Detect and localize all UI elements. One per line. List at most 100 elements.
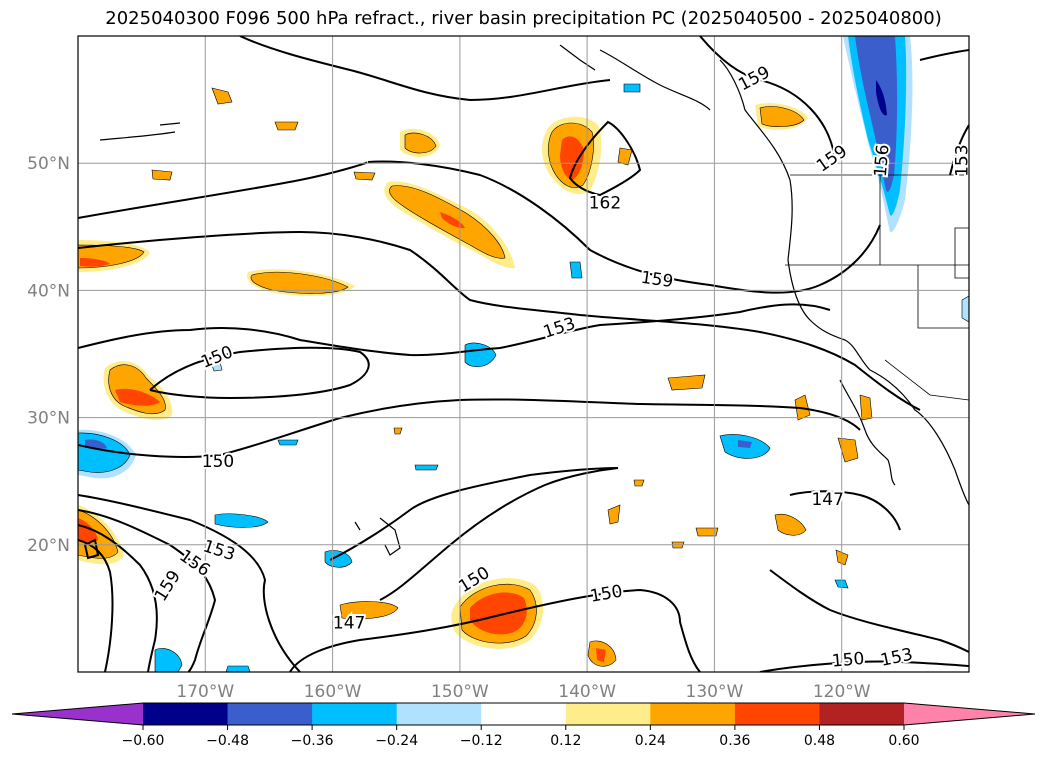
contour-line <box>78 230 921 411</box>
contour-line <box>949 124 969 176</box>
anomaly-blob <box>324 550 353 568</box>
anomaly-blob <box>633 479 645 487</box>
contour-label: 159 <box>813 141 851 176</box>
contour-line <box>78 524 158 672</box>
anomaly-blob <box>211 361 223 372</box>
colorbar-segment <box>396 703 482 725</box>
lon-label: 130°W <box>686 682 744 702</box>
colorbar: −0.60 −0.48 −0.36 −0.24 −0.12 0.12 0.24 0.36 0.4… <box>11 702 1036 749</box>
coastline <box>354 521 361 531</box>
coastline <box>719 59 969 506</box>
lat-label: 30°N <box>27 409 70 429</box>
coastline <box>559 44 596 71</box>
anomaly-blob <box>667 374 706 391</box>
anomaly-blob <box>774 513 807 536</box>
lon-label: 120°W <box>813 682 871 702</box>
contour-line <box>78 303 831 357</box>
anomaly-blob <box>353 171 376 181</box>
anomaly-blob <box>393 427 403 435</box>
contour-label: 153 <box>879 645 915 671</box>
coastline <box>159 122 181 126</box>
lon-label: 160°W <box>304 682 362 702</box>
lon-label: 140°W <box>558 682 616 702</box>
positive-anomaly-shading <box>78 87 873 667</box>
colorbar-extend-min <box>12 703 143 725</box>
anomaly-blob <box>837 437 859 463</box>
anomaly-blob <box>154 648 183 672</box>
coastline <box>379 517 401 556</box>
anomaly-blob <box>560 136 584 180</box>
contour-label: 150 <box>202 452 234 472</box>
contour-label: 159 <box>640 268 675 292</box>
coastline <box>599 49 711 111</box>
contour-line <box>78 539 114 672</box>
contour-line <box>78 509 217 672</box>
colorbar-tick-label: −0.12 <box>460 733 503 749</box>
contour-label: 153 <box>541 314 578 343</box>
anomaly-blob <box>695 527 719 537</box>
anomaly-blob <box>211 87 233 105</box>
country-borders <box>785 174 969 401</box>
contour-line <box>78 160 881 294</box>
anomaly-blob <box>440 212 465 229</box>
border-line <box>954 227 969 279</box>
anomaly-blob <box>214 513 269 528</box>
colorbar-segment <box>734 703 820 725</box>
colorbar-segment <box>481 703 567 725</box>
anomaly-blob <box>225 665 251 672</box>
anomaly-blob <box>274 121 299 131</box>
lat-label: 20°N <box>27 536 70 556</box>
colorbar-tick-label: −0.36 <box>291 733 334 749</box>
anomaly-blob <box>623 83 641 93</box>
contour-label: 147 <box>811 490 843 510</box>
contour-label: 150 <box>589 581 624 606</box>
border-line <box>884 359 969 401</box>
anomaly-blob <box>80 258 110 267</box>
contour-line <box>289 588 701 672</box>
contour-label: 162 <box>589 194 621 214</box>
anomaly-blob <box>738 440 752 448</box>
colorbar-tick-label: 0.48 <box>804 733 835 749</box>
anomaly-blob <box>470 592 527 635</box>
contour-label: 159 <box>735 62 773 95</box>
anomaly-blob <box>78 518 98 543</box>
colorbar-segment <box>312 703 398 725</box>
colorbar-tick-label: 0.36 <box>719 733 750 749</box>
anomaly-blob <box>339 601 399 620</box>
colorbar-extend-max <box>904 703 1035 725</box>
colorbar-segment <box>819 703 905 725</box>
anomaly-blob <box>569 261 583 279</box>
anomaly-blob <box>85 439 107 450</box>
contour-line <box>919 49 969 61</box>
colorbar-segment <box>143 703 229 725</box>
graticule <box>78 36 969 672</box>
anomaly-blob <box>855 36 898 192</box>
border-line <box>917 265 969 329</box>
contour-line <box>83 538 100 560</box>
contour-label: 147 <box>333 613 365 633</box>
contour-label: 153 <box>952 144 972 176</box>
negative-anomaly-shading <box>78 36 969 672</box>
contour-line <box>149 346 370 400</box>
contour-line <box>789 490 901 531</box>
anomaly-blob <box>404 132 437 154</box>
anomaly-blob <box>78 509 119 559</box>
colorbar-segment <box>650 703 736 725</box>
lat-label: 50°N <box>27 154 70 174</box>
colorbar-tick-label: −0.48 <box>206 733 249 749</box>
coastline <box>99 131 176 141</box>
anomaly-blob <box>277 439 299 446</box>
colorbar-tick-label: 0.24 <box>635 733 666 749</box>
contour-line <box>759 660 969 672</box>
contour-label: 156 <box>871 144 894 178</box>
anomaly-blob <box>464 342 497 368</box>
coastline <box>839 379 896 486</box>
contour-label: 150 <box>198 342 236 373</box>
chart-title: 2025040300 F096 500 hPa refract., river … <box>105 8 942 29</box>
anomaly-blob <box>607 504 621 525</box>
anomaly-blob <box>961 295 969 323</box>
anomaly-blob <box>151 169 173 181</box>
lat-label: 40°N <box>27 281 70 301</box>
colorbar-tick-label: 0.12 <box>550 733 581 749</box>
